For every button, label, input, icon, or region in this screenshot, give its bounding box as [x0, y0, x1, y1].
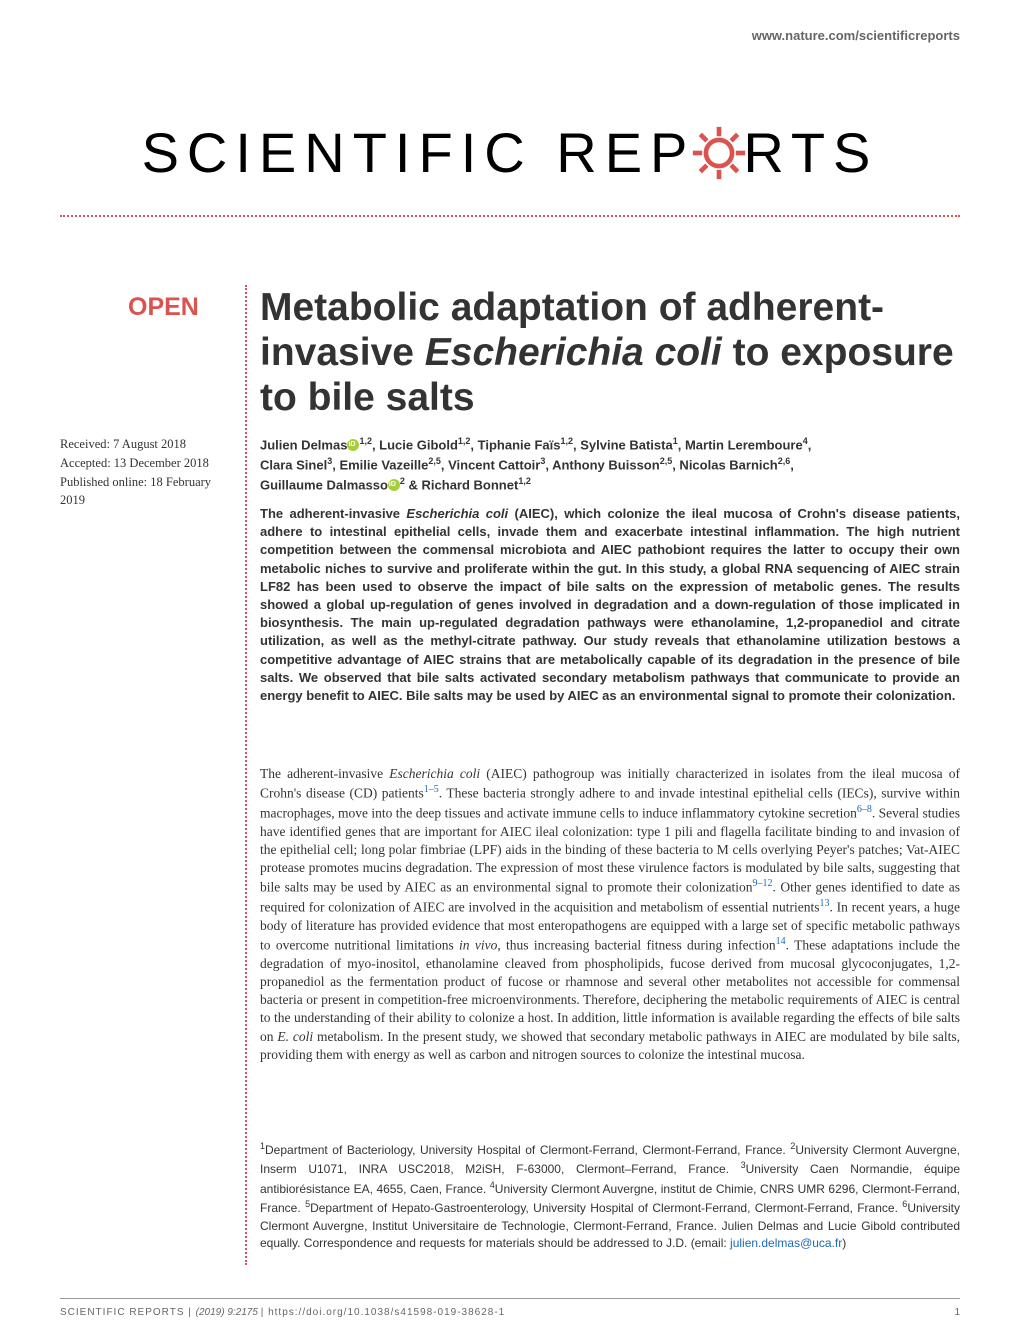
- affiliation-sup: 2,5: [428, 456, 441, 466]
- author: , Emilie Vazeille: [332, 457, 428, 472]
- corresponding-email-link[interactable]: julien.delmas@uca.fr: [730, 1236, 842, 1250]
- orcid-icon: [388, 479, 400, 491]
- reference-link[interactable]: 1–5: [424, 784, 439, 795]
- header-url: www.nature.com/scientificreports: [752, 28, 960, 43]
- author: , Lucie Gibold: [372, 437, 458, 452]
- author: , Tiphanie Faïs: [470, 437, 560, 452]
- affiliation-sup: 1,2: [518, 476, 531, 486]
- authors-list: Julien Delmas1,2, Lucie Gibold1,2, Tipha…: [260, 435, 960, 494]
- abstract: The adherent-invasive Escherichia coli (…: [260, 505, 960, 705]
- affiliations: 1Department of Bacteriology, University …: [260, 1140, 960, 1252]
- page-number: 1: [954, 1307, 960, 1318]
- body-text: The adherent-invasive: [260, 766, 389, 781]
- footer-doi: | https://doi.org/10.1038/s41598-019-386…: [261, 1307, 506, 1318]
- affiliation-sup: 1,2: [560, 436, 573, 446]
- gear-icon: [691, 125, 747, 181]
- author: Guillaume Dalmasso: [260, 477, 388, 492]
- title-line2-italic: Escherichia coli: [425, 331, 722, 374]
- journal-logo: SCIENTIFIC REP RTS: [60, 120, 960, 217]
- affiliation-text: Department of Hepato-Gastroenterology, U…: [310, 1201, 902, 1215]
- body-text: , thus increasing bacterial fitness duri…: [497, 937, 775, 952]
- affiliation-text: Department of Bacteriology, University H…: [265, 1143, 790, 1157]
- affiliation-sup: 4: [803, 436, 808, 446]
- page-footer: SCIENTIFIC REPORTS | (2019) 9:2175 | htt…: [60, 1298, 960, 1318]
- divider-top: [60, 215, 960, 217]
- reference-link[interactable]: 13: [820, 898, 830, 909]
- footer-year-vol: (2019) 9:2175: [196, 1307, 261, 1318]
- author: , Anthony Buisson: [545, 457, 659, 472]
- affiliation-sup: 1,2: [458, 436, 471, 446]
- author: , Sylvine Batista: [573, 437, 673, 452]
- logo-text-after: RTS: [743, 120, 878, 185]
- abstract-text: The adherent-invasive: [260, 506, 406, 521]
- author: , Martin Leremboure: [678, 437, 803, 452]
- received-date: Received: 7 August 2018: [60, 435, 235, 454]
- published-date: Published online: 18 February 2019: [60, 473, 235, 511]
- author: , Vincent Cattoir: [441, 457, 540, 472]
- divider-vertical: [245, 285, 247, 1265]
- body-italic: in vivo: [459, 937, 497, 952]
- reference-link[interactable]: 6–8: [857, 804, 872, 815]
- title-line2-post: to exposure: [722, 331, 954, 374]
- footer-journal: SCIENTIFIC REPORTS: [60, 1307, 185, 1318]
- footer-sep: |: [185, 1307, 196, 1318]
- logo-text-before: SCIENTIFIC REP: [142, 120, 696, 185]
- author: Julien Delmas: [260, 437, 347, 452]
- title-line2-pre: invasive: [260, 331, 425, 374]
- abstract-text: (AIEC), which colonize the ileal mucosa …: [260, 506, 960, 703]
- reference-link[interactable]: 14: [776, 936, 786, 947]
- title-line3: to bile salts: [260, 376, 475, 419]
- reference-link[interactable]: 9–12: [753, 878, 773, 889]
- body-italic: E. coli: [277, 1029, 313, 1044]
- article-meta: Received: 7 August 2018 Accepted: 13 Dec…: [60, 435, 235, 510]
- author: , Nicolas Barnich: [672, 457, 777, 472]
- affiliation-sup: 2,6: [778, 456, 791, 466]
- body-paragraph: The adherent-invasive Escherichia coli (…: [260, 765, 960, 1064]
- author: Clara Sinel: [260, 457, 327, 472]
- title-line1: Metabolic adaptation of adherent-: [260, 286, 884, 329]
- affiliation-sup: 1,2: [359, 436, 372, 446]
- affiliation-text: ): [842, 1236, 846, 1250]
- author: & Richard Bonnet: [405, 477, 518, 492]
- open-access-badge: OPEN: [128, 293, 199, 322]
- orcid-icon: [347, 439, 359, 451]
- accepted-date: Accepted: 13 December 2018: [60, 454, 235, 473]
- affiliation-sup: 2,5: [660, 456, 673, 466]
- footer-citation: SCIENTIFIC REPORTS | (2019) 9:2175 | htt…: [60, 1307, 505, 1318]
- logo-text: SCIENTIFIC REP RTS: [142, 120, 879, 185]
- body-text: metabolism. In the present study, we sho…: [260, 1029, 960, 1062]
- article-title: Metabolic adaptation of adherent- invasi…: [260, 286, 960, 421]
- abstract-italic: Escherichia coli: [406, 506, 508, 521]
- body-italic: Escherichia coli: [389, 766, 480, 781]
